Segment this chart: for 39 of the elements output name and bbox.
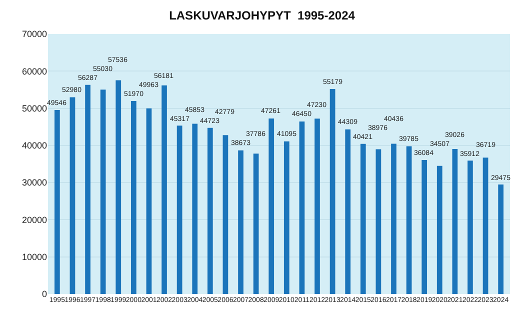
bar xyxy=(162,85,167,294)
bar xyxy=(482,158,488,294)
y-tick-label: 10000 xyxy=(22,252,47,262)
bar xyxy=(130,100,136,294)
bar xyxy=(54,110,60,294)
y-tick-label: 20000 xyxy=(22,214,47,225)
bar xyxy=(253,154,259,294)
bar xyxy=(176,126,182,294)
bar xyxy=(268,118,274,294)
y-tick-label: 30000 xyxy=(22,178,47,188)
bar xyxy=(146,108,152,294)
y-tick-label: 50000 xyxy=(22,103,47,114)
bar xyxy=(284,141,290,294)
bar xyxy=(222,135,228,294)
bar xyxy=(192,124,198,294)
bar xyxy=(85,84,90,294)
bar xyxy=(314,118,320,294)
bar xyxy=(436,166,442,294)
bar xyxy=(70,97,76,294)
bar xyxy=(391,144,396,294)
bar xyxy=(207,128,213,294)
bar xyxy=(100,90,106,294)
bar xyxy=(238,150,244,294)
chart-title: LASKUVARJOHYPYT 1995-2024 xyxy=(169,8,356,23)
y-tick-label: 60000 xyxy=(22,66,47,76)
bar xyxy=(468,160,473,294)
y-tick-label: 40000 xyxy=(22,140,47,151)
y-tick-label: 0 xyxy=(42,289,47,300)
bar xyxy=(452,149,458,294)
y-tick-label: 70000 xyxy=(22,29,47,40)
bar xyxy=(345,129,351,294)
bar xyxy=(498,184,504,294)
bar xyxy=(422,160,428,294)
bar xyxy=(299,121,305,294)
bar xyxy=(360,144,366,294)
bar xyxy=(376,149,382,294)
bar xyxy=(330,89,336,294)
bar xyxy=(406,146,412,294)
bar xyxy=(116,80,122,294)
